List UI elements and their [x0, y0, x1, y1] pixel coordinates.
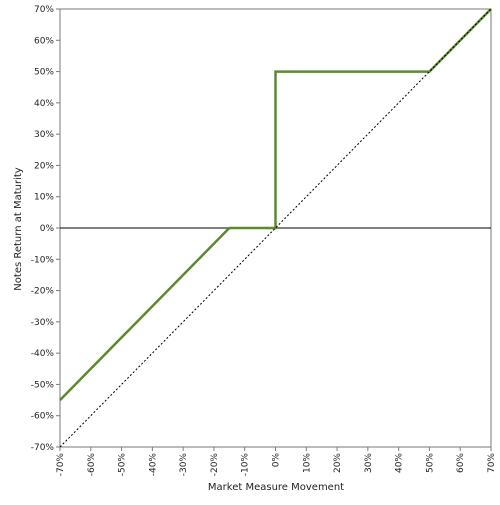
x-tick-label: -50%	[118, 453, 128, 477]
x-tick-label: 50%	[425, 453, 435, 473]
x-tick-label: 0%	[272, 453, 282, 468]
x-tick-label: 20%	[333, 453, 343, 473]
reference-diagonal-line	[59, 8, 492, 448]
x-axis-ticks-group: -70% -60% -50% -40% -30% -20% -10% 0% 10% 20% 30% 4…	[56, 447, 497, 476]
x-tick-label: 40%	[395, 453, 405, 473]
y-tick-label: -30%	[31, 318, 55, 328]
series-group	[59, 8, 492, 448]
x-axis-title: Market Measure Movement	[208, 482, 344, 493]
y-tick-label: -60%	[31, 412, 55, 422]
y-tick-label: 10%	[34, 193, 54, 203]
y-tick-label: -40%	[31, 349, 55, 359]
x-tick-label: -40%	[148, 453, 158, 477]
y-tick-label: 50%	[34, 68, 54, 78]
x-tick-label: 70%	[487, 453, 497, 473]
y-tick-label: -70%	[31, 443, 55, 453]
y-tick-label: 30%	[34, 130, 54, 140]
y-tick-label: 60%	[34, 36, 54, 46]
y-tick-label: 40%	[34, 99, 54, 109]
y-tick-label: -10%	[31, 255, 55, 265]
y-tick-label: -20%	[31, 287, 55, 297]
x-tick-label: -60%	[87, 453, 97, 477]
x-tick-label: 60%	[456, 453, 466, 473]
y-tick-label: -50%	[31, 380, 55, 390]
y-axis-title: Notes Return at Maturity	[13, 167, 24, 290]
x-tick-label: -20%	[210, 453, 220, 477]
y-tick-label: 0%	[40, 224, 55, 234]
x-tick-label: 10%	[302, 453, 312, 473]
y-tick-label: 70%	[34, 5, 54, 15]
y-tick-label: 20%	[34, 161, 54, 171]
x-tick-label: 30%	[364, 453, 374, 473]
y-axis-ticks-group: -70% -60% -50% -40% -30% -20% -10% 0% 10% 20% 30% 4…	[31, 5, 60, 453]
notes-return-line	[59, 8, 492, 401]
x-tick-label: -30%	[179, 453, 189, 477]
x-tick-label: -10%	[241, 453, 251, 477]
x-tick-label: -70%	[56, 453, 66, 477]
